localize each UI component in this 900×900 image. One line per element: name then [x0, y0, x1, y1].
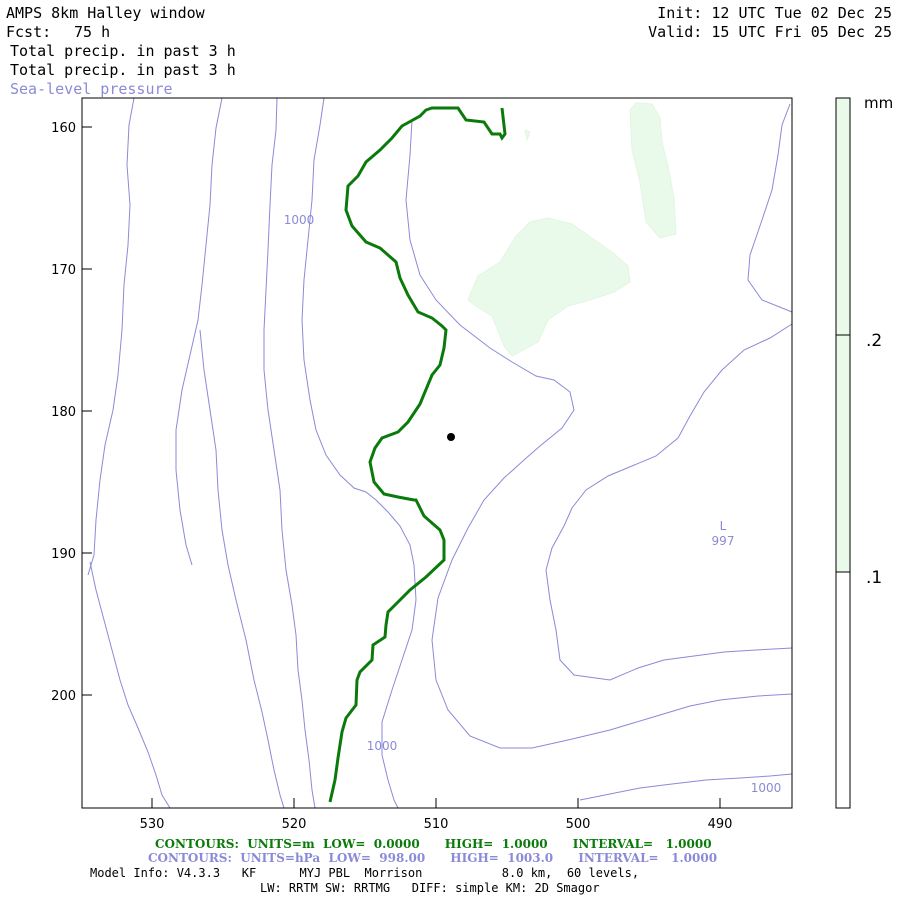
pressure-contour: [545, 323, 793, 681]
forecast-hours: 75 h: [74, 23, 111, 41]
y-tick-label: 180: [51, 405, 76, 420]
field-label-3: Sea-level pressure: [10, 80, 173, 98]
pressure-contour: [199, 329, 285, 809]
y-axis: [82, 126, 92, 696]
y-tick-label: 200: [51, 689, 76, 704]
y-tick-label: 160: [51, 121, 76, 136]
x-tick-label: 530: [140, 817, 165, 832]
pressure-contour: [89, 561, 171, 809]
colorbar-level: .2: [866, 331, 882, 351]
precip-area-central: [467, 217, 631, 357]
footer-contours-pressure: CONTOURS: UNITS=hPa LOW= 998.00 HIGH= 10…: [148, 851, 718, 865]
pressure-contour: [301, 97, 417, 809]
x-tick-label: 520: [282, 817, 307, 832]
colorbar-unit: mm: [864, 94, 893, 112]
y-tick-label: 170: [51, 263, 76, 278]
contour-label: 997: [712, 534, 735, 548]
pressure-contour: [405, 119, 793, 749]
x-axis: [151, 798, 721, 808]
pressure-contour: [263, 97, 316, 809]
x-tick-label: 510: [424, 817, 449, 832]
init-time: Init: 12 UTC Tue 02 Dec 25: [657, 4, 892, 22]
valid-time: Valid: 15 UTC Fri 05 Dec 25: [648, 23, 892, 41]
pressure-contour: [175, 97, 223, 566]
contour-label: 1000: [367, 739, 398, 753]
station-marker: [447, 433, 455, 441]
coastline-contour: [328, 106, 507, 803]
y-tick-label: 190: [51, 547, 76, 562]
precip-area-small: [524, 129, 531, 142]
colorbar-level: .1: [866, 568, 882, 588]
plot-frame: [81, 97, 793, 809]
map-title: AMPS 8km Halley window: [6, 4, 205, 22]
forecast-label: Fcst:: [6, 23, 52, 41]
field-label-2: Total precip. in past 3 h: [10, 61, 236, 79]
pressure-contour: [579, 773, 793, 801]
colorbar: [835, 97, 851, 809]
footer-model-info: Model Info: V4.3.3 KF MYJ PBL Morrison 8…: [90, 866, 640, 880]
x-tick-label: 500: [566, 817, 591, 832]
contour-label: 1000: [751, 781, 782, 795]
low-pressure-marker: L: [720, 519, 727, 533]
pressure-contour: [747, 103, 793, 313]
precip-areas: [467, 102, 677, 357]
footer-contours-coast: CONTOURS: UNITS=m LOW= 0.0000 HIGH= 1.00…: [155, 837, 712, 851]
pressure-contours: [87, 97, 793, 809]
pressure-contour: [87, 97, 135, 576]
contour-label: 1000: [284, 213, 315, 227]
field-label-1: Total precip. in past 3 h: [10, 42, 236, 60]
precip-area-north: [629, 102, 677, 239]
footer-physics-info: LW: RRTM SW: RRTMG DIFF: simple KM: 2D S…: [260, 881, 600, 895]
x-tick-label: 490: [708, 817, 733, 832]
